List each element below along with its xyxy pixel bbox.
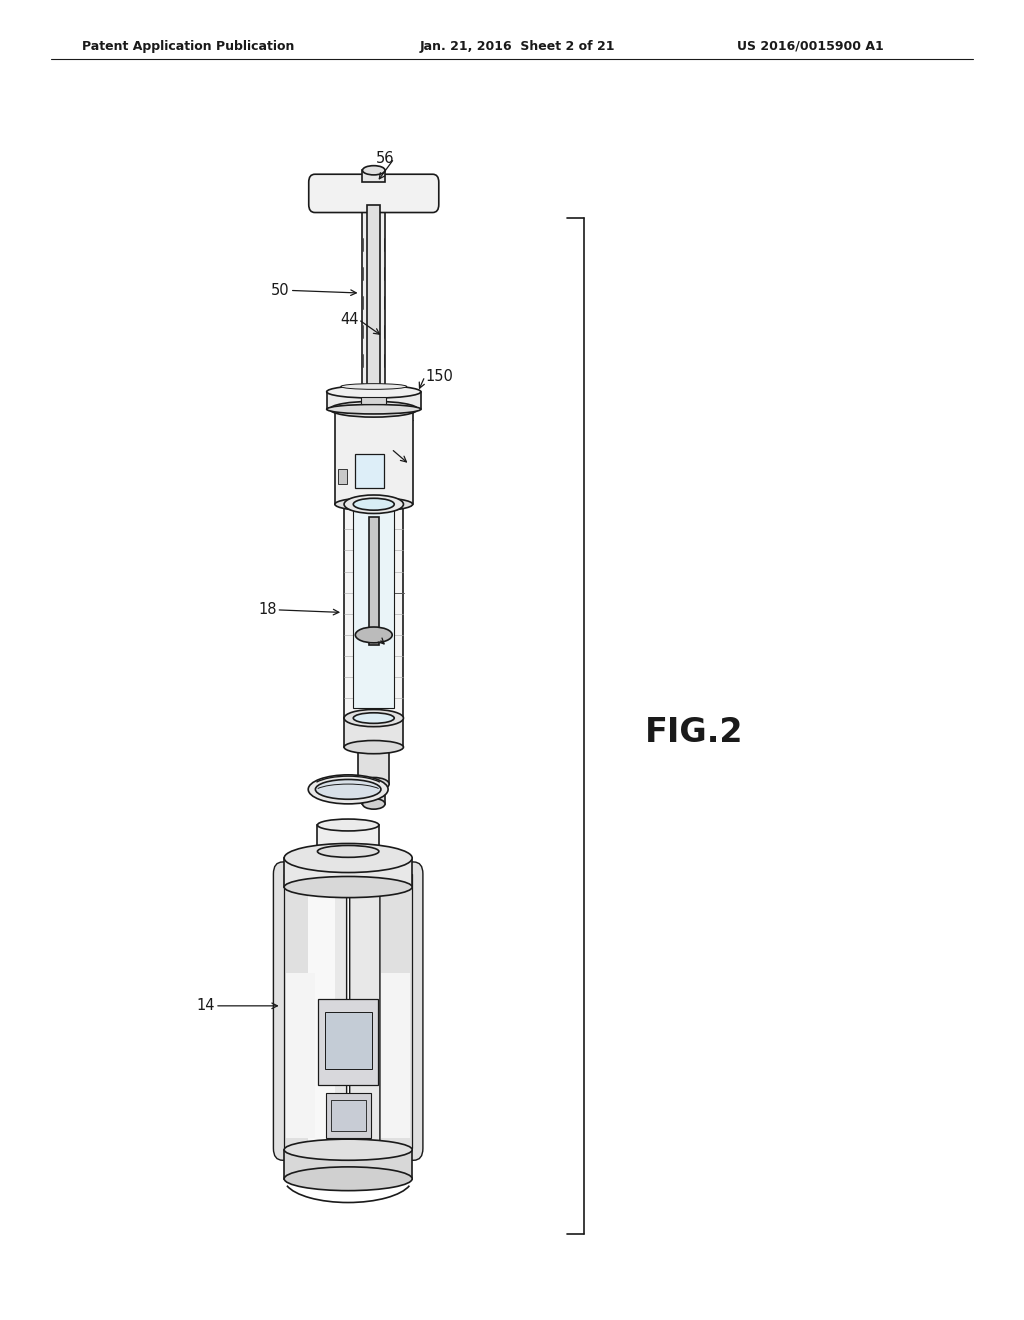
Ellipse shape <box>344 741 403 754</box>
FancyBboxPatch shape <box>273 862 316 1160</box>
Ellipse shape <box>358 777 389 791</box>
Bar <box>326 1093 371 1138</box>
Ellipse shape <box>344 709 403 726</box>
Bar <box>285 1150 412 1179</box>
Bar <box>327 392 421 409</box>
Ellipse shape <box>317 818 379 832</box>
Bar <box>353 510 394 708</box>
Bar <box>331 1100 366 1131</box>
Text: FIG.2: FIG.2 <box>645 715 743 750</box>
Ellipse shape <box>327 385 421 399</box>
Ellipse shape <box>362 799 385 809</box>
FancyBboxPatch shape <box>380 862 423 1160</box>
Ellipse shape <box>330 401 418 417</box>
Ellipse shape <box>315 779 381 799</box>
FancyBboxPatch shape <box>309 862 346 1160</box>
Ellipse shape <box>401 195 432 211</box>
Ellipse shape <box>285 1167 412 1191</box>
Ellipse shape <box>308 775 388 804</box>
Bar <box>338 469 347 484</box>
FancyBboxPatch shape <box>350 862 387 1160</box>
Ellipse shape <box>317 846 379 858</box>
Bar <box>344 504 403 718</box>
Ellipse shape <box>341 384 407 389</box>
Bar <box>361 396 386 404</box>
Text: US 2016/0015900 A1: US 2016/0015900 A1 <box>737 40 884 53</box>
Bar <box>344 718 403 747</box>
Ellipse shape <box>355 627 392 643</box>
Ellipse shape <box>285 843 412 873</box>
Bar <box>335 409 413 504</box>
Ellipse shape <box>285 876 412 898</box>
Bar <box>308 890 335 1142</box>
Text: Patent Application Publication: Patent Application Publication <box>82 40 294 53</box>
FancyBboxPatch shape <box>309 174 438 213</box>
Ellipse shape <box>353 713 394 723</box>
Bar <box>287 973 315 1138</box>
Text: 56: 56 <box>376 150 394 166</box>
Bar <box>381 973 410 1138</box>
Bar <box>362 205 385 409</box>
Bar <box>362 170 385 182</box>
Bar <box>358 747 389 784</box>
Bar <box>317 825 379 851</box>
Text: 14: 14 <box>197 998 215 1014</box>
Bar <box>325 1012 372 1069</box>
Bar <box>318 999 378 1085</box>
Text: 18: 18 <box>258 602 276 618</box>
Ellipse shape <box>362 165 385 174</box>
Bar <box>369 517 379 645</box>
Ellipse shape <box>327 404 421 414</box>
Bar <box>367 205 381 409</box>
Ellipse shape <box>285 1139 412 1160</box>
Ellipse shape <box>315 195 346 211</box>
Bar <box>355 454 384 488</box>
Text: 44: 44 <box>340 312 358 327</box>
Text: Jan. 21, 2016  Sheet 2 of 21: Jan. 21, 2016 Sheet 2 of 21 <box>420 40 615 53</box>
Bar <box>285 858 412 887</box>
Ellipse shape <box>335 498 413 511</box>
Ellipse shape <box>344 495 403 513</box>
Text: 12: 12 <box>373 441 391 457</box>
Bar <box>362 783 385 804</box>
Text: 150: 150 <box>425 368 453 384</box>
Ellipse shape <box>353 498 394 511</box>
Text: 50: 50 <box>271 282 290 298</box>
Text: 68: 68 <box>360 631 379 647</box>
